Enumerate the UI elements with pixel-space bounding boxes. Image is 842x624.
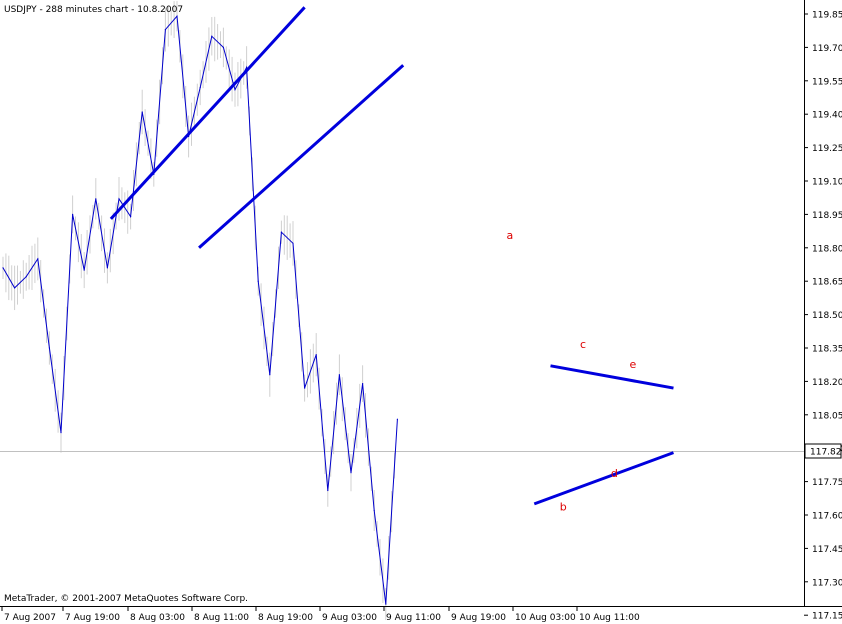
wave-label-d: d [611,467,618,480]
y-tick-label: 119.85 [812,11,842,21]
price-point [350,472,352,474]
x-tick-label: 10 Aug 03:00 [515,613,576,623]
price-point [338,374,340,376]
x-tick-label: 7 Aug 19:00 [65,613,120,623]
trendline-triangle-top [550,364,674,390]
trendline-layer [109,6,674,506]
current-price-box [804,443,842,459]
y-tick-label: 119.40 [812,111,842,121]
y-tick-label: 119.10 [812,178,842,188]
price-point [106,267,108,269]
y-tick-label: 118.35 [812,345,842,355]
x-tick-label: 9 Aug 03:00 [322,613,377,623]
price-point [141,111,143,113]
price-point [48,347,51,349]
price-point [25,276,27,278]
x-tick-label: 10 Aug 11:00 [579,613,640,623]
trendline-upper-channel [109,6,306,220]
price-point [164,28,166,31]
x-tick-label: 9 Aug 19:00 [451,613,506,623]
y-tick-label: 119.55 [812,77,842,87]
price-point [304,387,306,389]
x-tick-label: 8 Aug 19:00 [258,613,313,623]
y-tick-label: 117.60 [812,512,842,522]
price-point [257,280,259,282]
price-point [72,213,74,215]
price-point [327,489,329,492]
price-point [60,432,62,434]
wave-label-e: e [629,358,636,371]
current-price-label: 117.82 [810,448,842,458]
wave-label-b: b [560,501,567,514]
time-axis: 7 Aug 2007 7 Aug 19:00 8 Aug 03:00 8 Aug 11… [1,606,640,623]
price-point [95,198,97,200]
wave-label-a: a [507,229,514,242]
series-layer [2,14,398,605]
price-point [292,242,294,244]
wave-label-c: c [580,338,586,351]
price-point [385,603,387,605]
price-point [14,287,16,289]
price-point [222,46,224,49]
price-point [211,35,213,37]
y-tick-label: 118.80 [812,244,842,254]
y-tick-label: 118.50 [812,311,842,321]
y-tick-label: 119.25 [812,144,842,154]
price-point [396,418,398,420]
y-tick-label: 117.75 [812,478,842,488]
price-point [118,198,120,200]
x-tick-label: 7 Aug 2007 [4,613,56,623]
price-axis: 119.85 119.70 119.55 119.40 119.25 119.10 118.… [804,11,842,622]
y-tick-label: 118.20 [812,378,842,388]
price-point [37,258,39,260]
price-point [280,231,282,233]
price-point [199,86,201,89]
price-point [246,66,248,69]
x-tick-label: 8 Aug 11:00 [194,613,249,623]
price-point [373,509,375,512]
y-tick-label: 117.15 [812,612,842,622]
y-tick-label: 119.70 [812,44,842,54]
y-tick-label: 117.45 [812,545,842,555]
y-tick-label: 117.30 [812,578,842,588]
x-tick-label: 8 Aug 03:00 [130,613,185,623]
price-point [269,374,271,376]
trendline-triangle-bottom [533,451,674,506]
y-tick-label: 118.95 [812,211,842,221]
copyright-text: MetaTrader, © 2001-2007 MetaQuotes Softw… [4,594,248,604]
price-point [83,269,85,271]
y-tick-label: 118.65 [812,278,842,288]
annotation-layer: a b c d e [507,229,637,514]
price-point [362,383,364,385]
price-point [234,89,236,91]
price-point [2,267,4,269]
price-point [130,216,132,218]
price-point [315,354,317,356]
y-tick-label: 118.05 [812,411,842,421]
x-tick-label: 9 Aug 11:00 [386,613,441,623]
price-point [176,15,178,17]
chart-title: USDJPY - 288 minutes chart - 10.8.2007 [4,5,183,15]
trendline-lower-channel [198,64,405,249]
